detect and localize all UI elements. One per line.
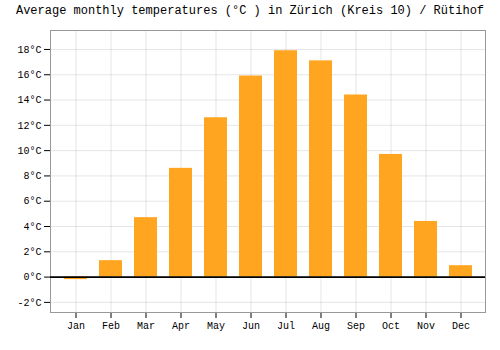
svg-text:Oct: Oct: [382, 321, 400, 332]
svg-text:8°C: 8°C: [23, 171, 41, 182]
svg-text:Mar: Mar: [137, 321, 155, 332]
svg-text:2°C: 2°C: [23, 247, 41, 258]
svg-text:16°C: 16°C: [17, 70, 41, 81]
svg-text:10°C: 10°C: [17, 146, 41, 157]
svg-text:6°C: 6°C: [23, 196, 41, 207]
svg-text:Sep: Sep: [347, 321, 365, 332]
svg-text:May: May: [207, 321, 225, 332]
html-text:Average monthly temperatures (: Average monthly temperatures (°C ) in Zü…: [16, 4, 484, 18]
svg-text:Jan: Jan: [67, 321, 85, 332]
svg-text:Apr: Apr: [172, 321, 190, 332]
svg-text:Nov: Nov: [417, 321, 435, 332]
svg-text:Feb: Feb: [102, 321, 120, 332]
svg-text:Jun: Jun: [242, 321, 260, 332]
svg-text:Aug: Aug: [312, 321, 330, 332]
svg-text:Jul: Jul: [277, 321, 295, 332]
svg-text:-2°C: -2°C: [17, 298, 41, 309]
svg-text:14°C: 14°C: [17, 95, 41, 106]
svg-text:4°C: 4°C: [23, 222, 41, 233]
svg-text:12°C: 12°C: [17, 121, 41, 132]
svg-text:0°C: 0°C: [23, 272, 41, 283]
svg-text:Dec: Dec: [452, 321, 470, 332]
svg-text:18°C: 18°C: [17, 45, 41, 56]
